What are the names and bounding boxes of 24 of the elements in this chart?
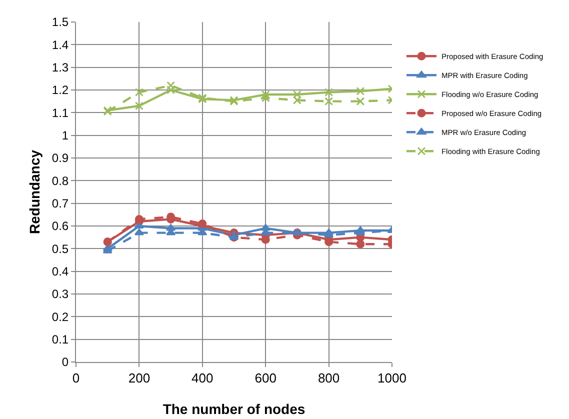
x-tick-label: 400 [192,370,214,386]
y-tick-label: 1.3 [52,60,69,75]
y-tick-label: 0.6 [52,219,69,234]
y-tick-label: 0.8 [52,174,69,188]
y-tick-label: 0 [62,355,69,370]
y-tick-label: 1.1 [52,106,69,120]
y-tick-label: 1.5 [52,15,69,30]
y-tick-label: 0.3 [52,287,69,302]
y-tick-label: 1 [62,128,69,143]
y-tick-label: 0.2 [52,310,69,324]
y-tick-label: 0.4 [52,264,69,279]
y-tick-label: 1.4 [52,38,69,52]
y-tick-label: 0.5 [52,242,69,256]
x-tick-label: 800 [318,370,340,386]
x-tick-label: 0 [72,370,80,386]
y-tick-label: 1.2 [52,83,69,98]
y-axis-title: Redundancy [26,150,43,234]
x-tick-label: 1000 [378,370,406,386]
y-tick-label: 0.1 [52,332,69,347]
y-tick-label: 0.7 [52,196,69,211]
x-axis-title: The number of nodes [162,401,306,417]
x-tick-label: 600 [254,370,276,386]
y-tick-label: 0.9 [52,151,69,166]
x-tick-label: 200 [128,370,150,386]
